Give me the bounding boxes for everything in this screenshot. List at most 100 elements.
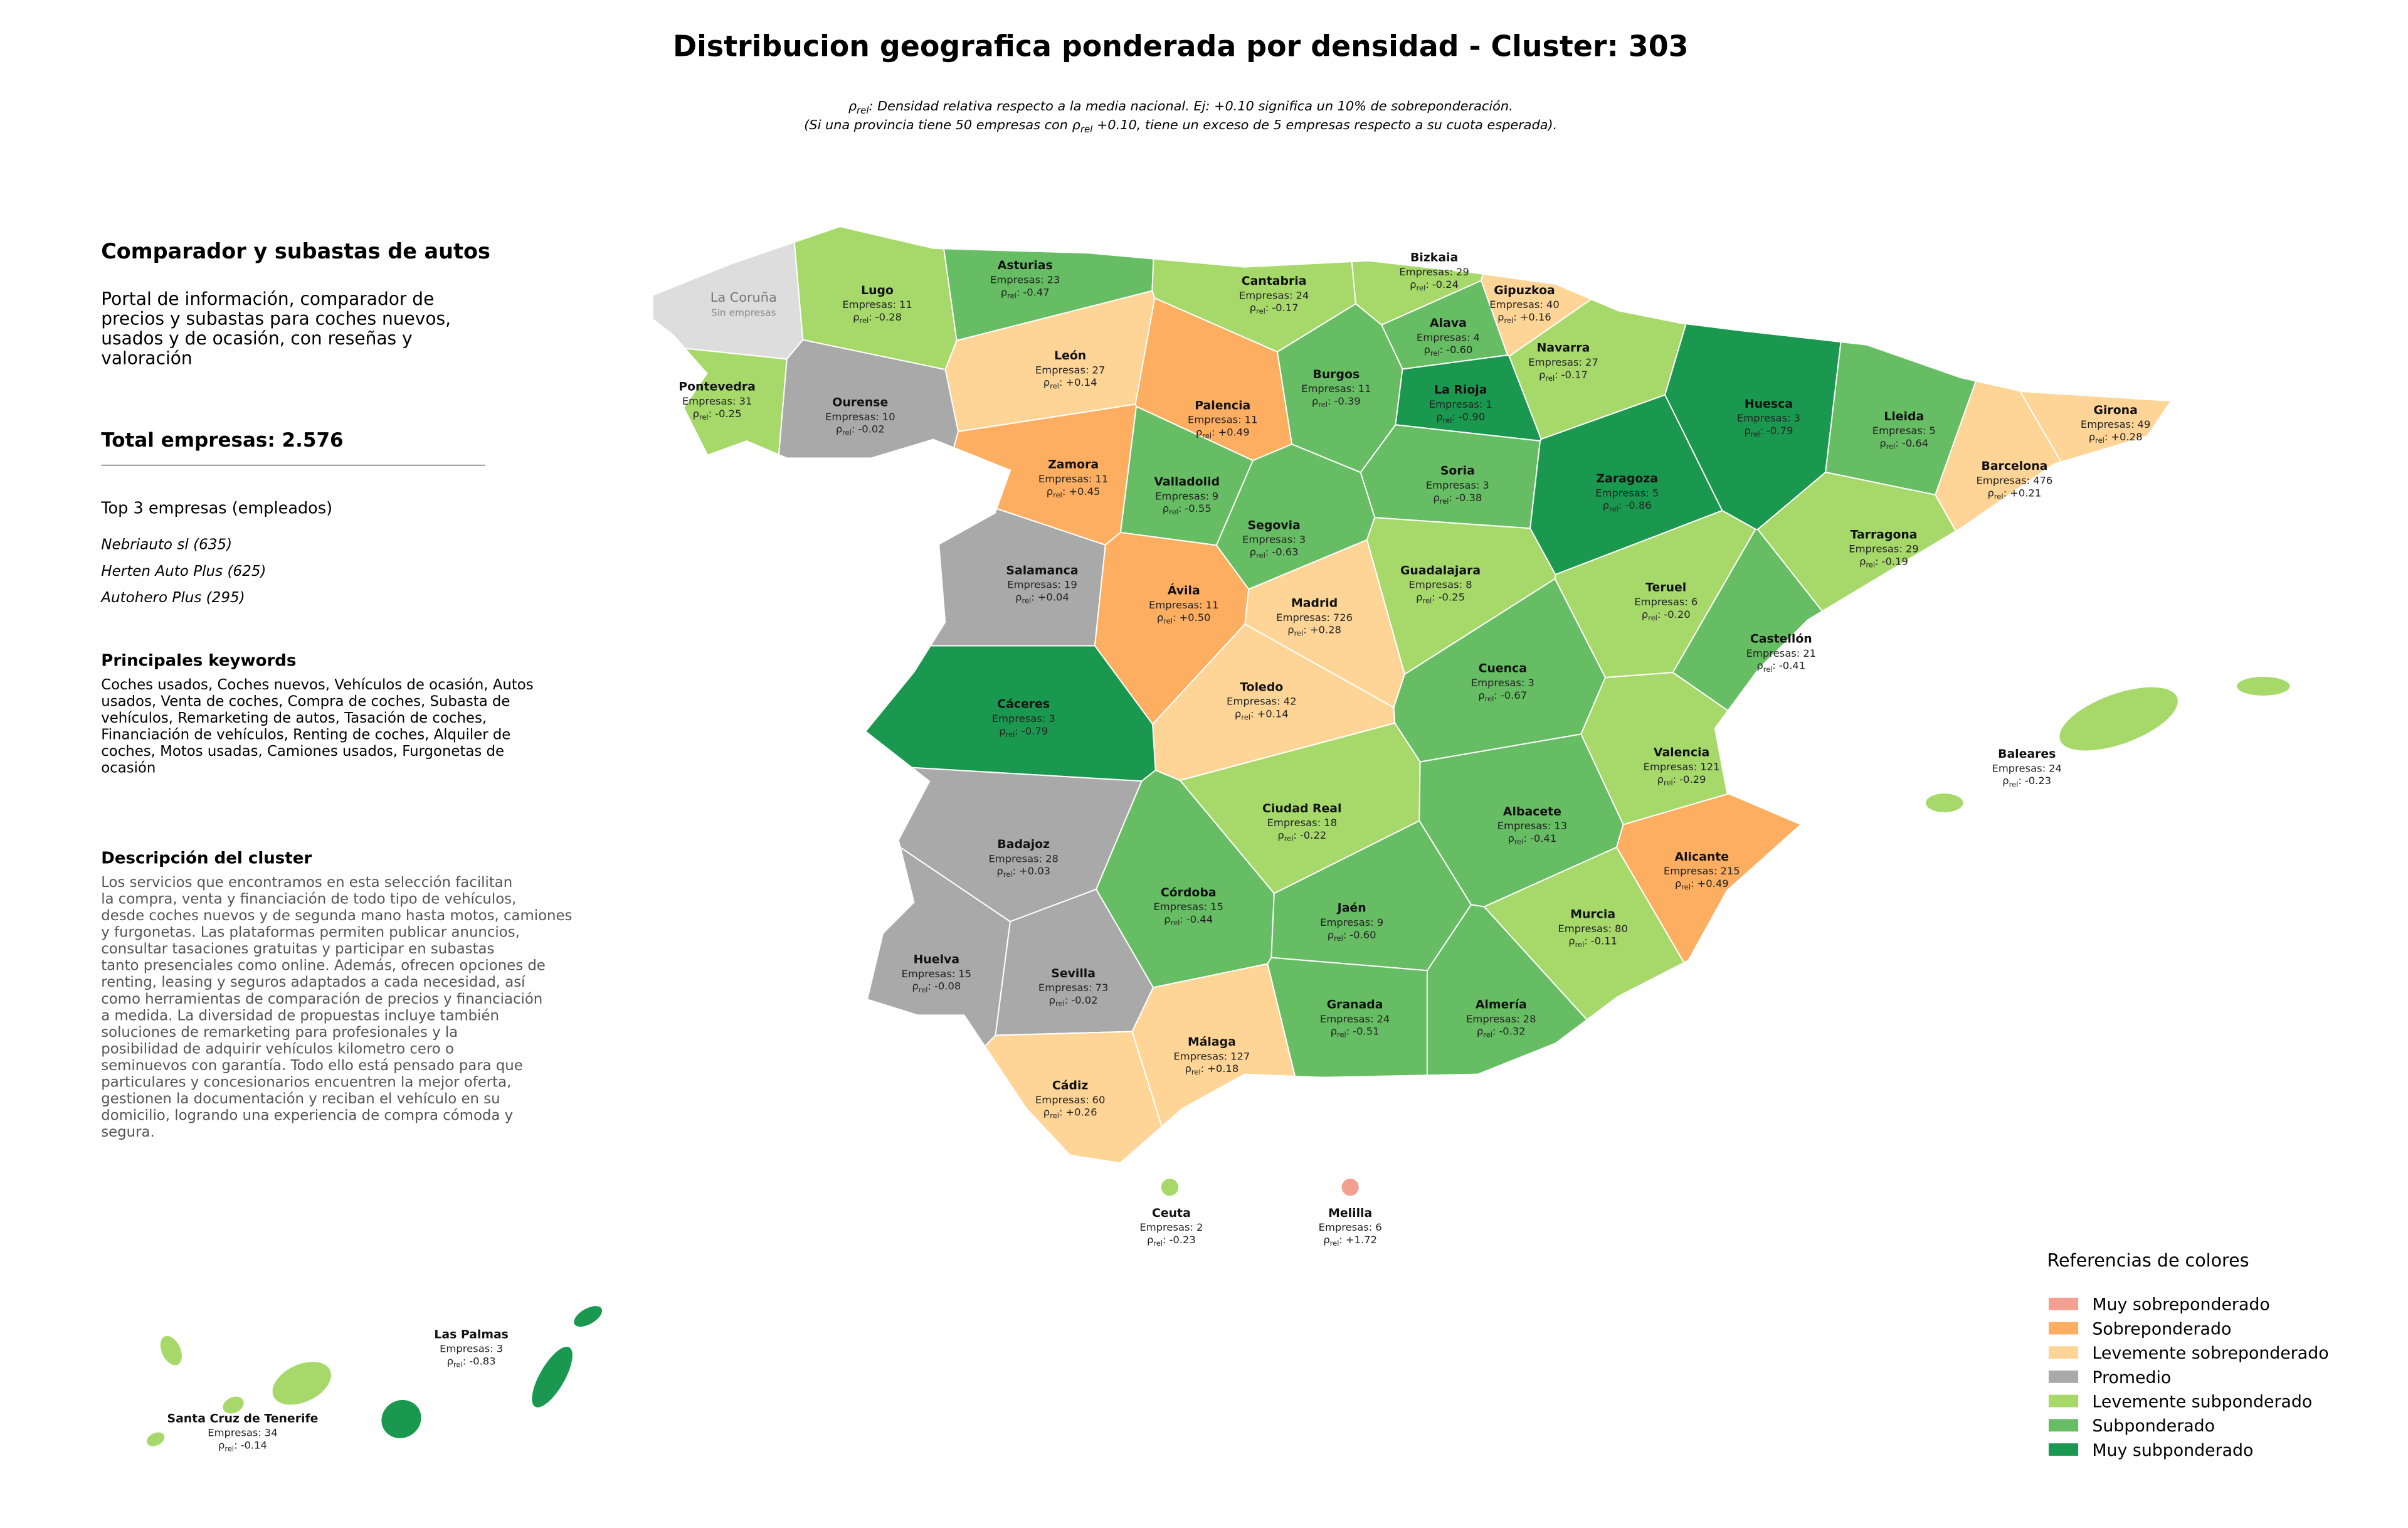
count-label: Empresas: xyxy=(1489,299,1543,310)
count-label: Empresas: xyxy=(1173,1050,1227,1062)
count-label: Empresas: xyxy=(1466,1013,1520,1025)
rho-value: -0.17 xyxy=(1272,302,1298,314)
rho-symbol: ρ xyxy=(1323,1234,1329,1246)
rho-symbol: ρ xyxy=(1047,485,1053,497)
province-name: Málaga xyxy=(1188,1036,1236,1049)
rho-subscript: rel xyxy=(1256,307,1265,316)
province-shape xyxy=(223,1396,244,1414)
province-name: Jaén xyxy=(1336,902,1366,915)
rho-value: -0.90 xyxy=(1459,411,1485,423)
count-label: Empresas: xyxy=(1301,383,1355,395)
count-label: Empresas: xyxy=(989,852,1043,864)
province-name: Las Palmas xyxy=(434,1328,509,1341)
rho-colon: : xyxy=(2018,775,2022,787)
count-label: Empresas: xyxy=(2081,418,2135,430)
subtitle-text: (Si una provincia tiene 50 empresas con xyxy=(804,117,1072,132)
rho-value: +0.28 xyxy=(1310,624,1341,636)
keywords-line: usados, Venta de coches, Compra de coche… xyxy=(101,693,510,709)
rho-subscript: rel xyxy=(1504,316,1514,325)
rho-value: -0.17 xyxy=(1561,369,1588,381)
rho-colon: : xyxy=(1250,708,1254,720)
province-count: Empresas: 28 xyxy=(989,852,1059,864)
count-label: Empresas: xyxy=(1399,266,1453,278)
rho-subscript: rel xyxy=(1514,837,1524,846)
province-rho: ρrel: +0.21 xyxy=(1988,487,2042,501)
rho-subscript: rel xyxy=(1007,291,1017,300)
count-value: 9 xyxy=(1212,490,1218,502)
legend-label: Sobreponderado xyxy=(2092,1319,2231,1339)
rho-colon: : xyxy=(709,408,712,420)
province-shape xyxy=(1615,768,2170,1163)
rho-symbol: ρ xyxy=(996,865,1003,877)
count-value: 60 xyxy=(1092,1094,1106,1106)
description-line: desde coches nuevos y de segunda mano ha… xyxy=(101,908,572,924)
province-rho: ρrel: +0.28 xyxy=(2089,431,2143,445)
rho-colon: : xyxy=(1513,311,1517,323)
province-rho: ρrel: -0.47 xyxy=(1001,286,1050,300)
rho-symbol: ρ xyxy=(1185,1063,1191,1074)
rho-symbol: ρ xyxy=(1163,502,1169,514)
province-rho: ρrel: -0.29 xyxy=(1657,773,1706,787)
rho-value: -0.02 xyxy=(858,423,884,435)
rho-colon: : xyxy=(1875,555,1879,567)
rho-subscript: rel xyxy=(842,428,852,437)
rho-subscript: rel xyxy=(1318,400,1328,409)
legend-label: Promedio xyxy=(2092,1368,2171,1387)
rho-subscript: rel xyxy=(1294,629,1304,638)
count-label: Empresas: xyxy=(440,1343,494,1355)
province-count: Empresas: 215 xyxy=(1664,865,1740,877)
rho-symbol: ρ xyxy=(1164,913,1170,925)
count-value: 28 xyxy=(1523,1013,1536,1025)
rho-symbol: ρ xyxy=(1603,499,1609,511)
rho-subscript: rel xyxy=(453,1361,463,1369)
rho-symbol: ρ xyxy=(1859,555,1866,567)
rho-colon: : xyxy=(1293,829,1297,841)
rho-subscript: rel xyxy=(1886,442,1896,451)
rho-symbol: ρ xyxy=(999,725,1005,737)
rho-symbol: ρ xyxy=(1147,1234,1153,1246)
rho-symbol: ρ xyxy=(1049,994,1055,1006)
province-rho: ρrel: +0.49 xyxy=(1675,878,1729,891)
count-label: Empresas: xyxy=(1319,1221,1373,1233)
count-value: 5 xyxy=(1929,425,1935,437)
province-rho: ρrel: +0.03 xyxy=(996,865,1050,879)
count-label: Empresas: xyxy=(1976,474,2030,486)
rho-colon: : xyxy=(1657,608,1661,620)
legend-label: Subponderado xyxy=(2092,1416,2215,1436)
count-value: 1 xyxy=(1486,398,1492,410)
province-rho: ρrel: -0.44 xyxy=(1164,913,1213,927)
rho-value: -0.08 xyxy=(934,980,961,992)
province-name: Ourense xyxy=(832,396,888,409)
count-value: 215 xyxy=(1720,865,1740,877)
rho-subscript: rel xyxy=(1022,597,1032,605)
count-label: Empresas: xyxy=(1267,817,1321,829)
count-label: Empresas: xyxy=(1035,1094,1089,1106)
description-line: segura. xyxy=(101,1124,154,1140)
description-line: particulares y concesionarios encuentren… xyxy=(101,1074,511,1090)
rho-colon: : xyxy=(1346,1026,1350,1037)
rho-symbol: ρ xyxy=(1410,279,1416,290)
province-rho: ρrel: -0.83 xyxy=(447,1356,496,1369)
rho-colon: : xyxy=(1555,369,1558,381)
count-value: 121 xyxy=(1700,761,1719,773)
rho-colon: : xyxy=(1339,1234,1343,1246)
count-label: Empresas: xyxy=(1139,1221,1193,1233)
rho-subscript: rel xyxy=(699,413,709,422)
intro-line: valoración xyxy=(101,348,192,369)
count-value: 19 xyxy=(1064,579,1077,591)
province-count: Empresas: 11 xyxy=(842,299,912,310)
province-rho: ρrel: -0.60 xyxy=(1424,344,1473,358)
rho-value: +0.49 xyxy=(1698,878,1729,889)
count-label: Empresas: xyxy=(1872,425,1926,437)
rho-symbol: ρ xyxy=(1043,1106,1050,1118)
rho-value: -0.29 xyxy=(1679,773,1706,785)
province-rho: ρrel: +0.26 xyxy=(1043,1106,1097,1120)
count-value: 13 xyxy=(1554,820,1567,832)
rho-subscript: rel xyxy=(1334,934,1343,943)
keywords-title: Principales keywords xyxy=(101,652,296,671)
province-name: Cantabria xyxy=(1242,275,1307,288)
count-value: 3 xyxy=(1048,713,1055,724)
province-name: Girona xyxy=(2093,404,2137,417)
rho-symbol: ρ xyxy=(2002,775,2009,787)
legend-swatch xyxy=(2048,1370,2079,1383)
